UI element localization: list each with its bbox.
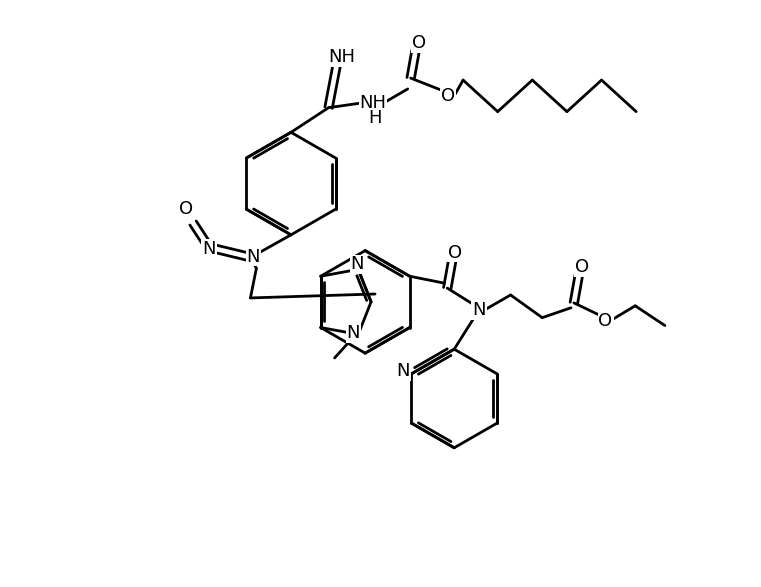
Text: O: O: [448, 244, 462, 262]
Text: O: O: [441, 87, 455, 105]
Text: N: N: [351, 255, 364, 274]
Text: O: O: [179, 200, 193, 218]
Text: NH: NH: [328, 48, 355, 66]
Text: N: N: [346, 325, 360, 342]
Text: N: N: [472, 301, 486, 319]
Text: N: N: [202, 239, 215, 258]
Text: N: N: [247, 248, 260, 265]
Text: NH: NH: [360, 94, 387, 112]
Text: O: O: [412, 33, 425, 52]
Text: N: N: [396, 362, 410, 380]
Text: O: O: [598, 312, 613, 330]
Text: O: O: [575, 258, 589, 276]
Text: H: H: [368, 109, 381, 127]
